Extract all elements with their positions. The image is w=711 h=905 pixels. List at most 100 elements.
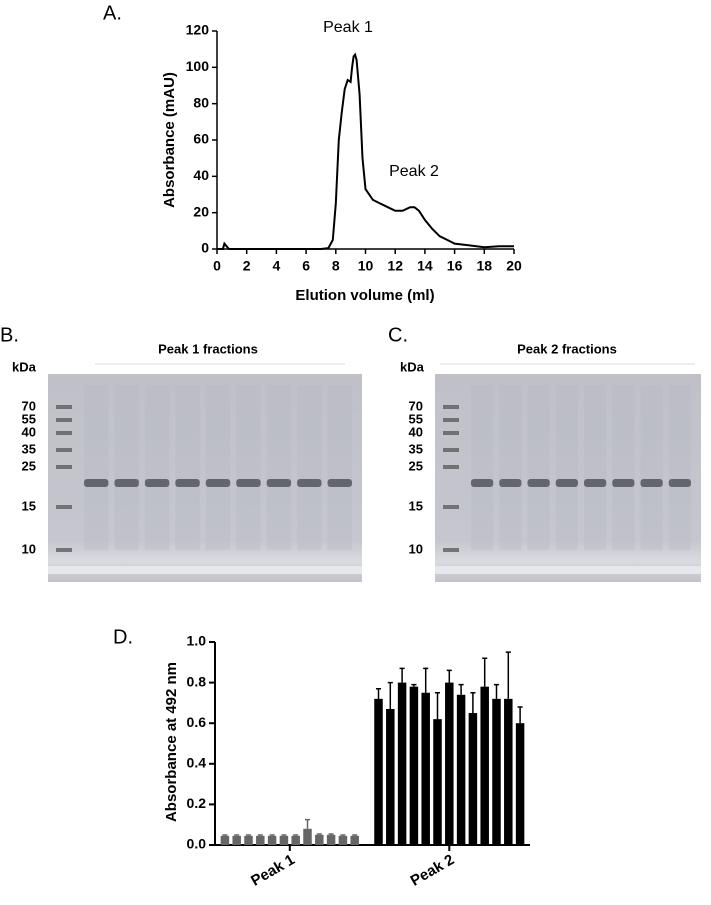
- lane: [612, 385, 635, 550]
- bar: [421, 692, 430, 845]
- error-bar: [316, 833, 322, 835]
- protein-band: [266, 479, 292, 487]
- x-axis-label: Elution volume (ml): [295, 287, 434, 304]
- dye-front: [435, 566, 701, 574]
- lane: [205, 385, 231, 550]
- y-axis-label: Absorbance at 492 nm: [163, 662, 180, 822]
- protein-band: [175, 479, 200, 487]
- y-tick-label: 0.6: [187, 714, 207, 730]
- error-bar: [269, 834, 275, 836]
- protein-band: [205, 479, 231, 487]
- marker-label: 40: [22, 424, 36, 439]
- marker-label: 15: [22, 498, 36, 513]
- protein-band: [499, 479, 522, 487]
- protein-band: [114, 479, 139, 487]
- bar: [480, 686, 489, 845]
- x-tick-label: 10: [358, 258, 374, 274]
- marker-label: 35: [409, 441, 423, 456]
- panel-label: C.: [388, 324, 408, 346]
- x-tick-label: Peak 2: [408, 851, 458, 889]
- y-tick-label: 0.2: [187, 795, 207, 811]
- ladder-band: [56, 548, 72, 552]
- error-bar: [328, 833, 334, 835]
- ladder-band: [56, 418, 72, 422]
- bar: [220, 835, 230, 845]
- error-bar: [375, 687, 382, 699]
- bar: [326, 834, 336, 845]
- ladder-band: [443, 405, 459, 409]
- y-axis-label: Absorbance (mAU): [161, 72, 178, 208]
- bar: [456, 694, 466, 845]
- ladder-band: [56, 405, 72, 409]
- lane: [471, 385, 494, 550]
- bar: [515, 723, 525, 845]
- y-tick-label: 100: [186, 58, 210, 74]
- lane: [297, 385, 322, 550]
- protein-band: [640, 479, 663, 487]
- bar: [232, 835, 241, 845]
- lane: [327, 385, 352, 550]
- bar: [386, 708, 395, 845]
- bar: [492, 698, 501, 845]
- y-tick-label: 80: [193, 94, 209, 110]
- gel-image: [435, 374, 701, 582]
- ladder-band: [56, 431, 72, 435]
- error-bar: [304, 818, 311, 829]
- marker-label: 10: [22, 541, 36, 556]
- marker-label: 40: [409, 424, 423, 439]
- error-bar: [423, 667, 429, 693]
- x-tick-label: 18: [477, 258, 493, 274]
- lane: [668, 385, 691, 550]
- unit-label: kDa: [12, 359, 37, 374]
- lane: [499, 385, 522, 550]
- y-tick-label: 120: [186, 22, 210, 38]
- protein-band: [555, 479, 578, 487]
- error-bar: [482, 657, 488, 687]
- marker-label: 55: [409, 411, 423, 426]
- panel-label: B.: [0, 324, 19, 346]
- x-tick-label: 8: [332, 258, 340, 274]
- y-tick-label: 0.4: [187, 755, 207, 771]
- error-bar: [245, 834, 252, 836]
- error-bar: [281, 834, 287, 836]
- x-tick-label: 4: [273, 258, 281, 274]
- bar: [315, 834, 324, 845]
- x-tick-label: 0: [213, 258, 221, 274]
- marker-label: 70: [22, 398, 36, 413]
- protein-band: [668, 479, 691, 487]
- marker-label: 55: [22, 411, 36, 426]
- error-bar: [446, 669, 452, 683]
- gel-title: Peak 1 fractions: [158, 341, 258, 356]
- marker-label: 25: [22, 458, 36, 473]
- marker-label: 10: [409, 541, 423, 556]
- error-bar: [234, 834, 240, 836]
- y-tick-label: 0.8: [187, 673, 207, 689]
- error-bar: [411, 683, 417, 687]
- protein-band: [584, 479, 607, 487]
- ladder-band: [56, 465, 72, 469]
- error-bar: [434, 692, 441, 720]
- bar: [409, 686, 419, 845]
- error-bar: [458, 683, 464, 695]
- annotation: Peak 2: [389, 163, 439, 180]
- x-tick-label: 6: [302, 258, 310, 274]
- x-tick-label: 16: [447, 258, 463, 274]
- error-bar: [399, 667, 405, 683]
- data-line: [217, 52, 514, 250]
- lane: [584, 385, 607, 550]
- bar: [267, 835, 277, 845]
- error-bar: [293, 834, 299, 836]
- x-tick-label: 2: [243, 258, 251, 274]
- error-bar: [352, 834, 358, 836]
- ladder-band: [443, 418, 459, 422]
- protein-band: [327, 479, 352, 487]
- bar: [279, 835, 289, 845]
- protein-band: [236, 479, 261, 487]
- lane: [175, 385, 200, 550]
- lane: [640, 385, 663, 550]
- bar: [504, 698, 513, 845]
- protein-band: [297, 479, 322, 487]
- y-tick-label: 1.0: [187, 633, 207, 649]
- bar: [303, 828, 312, 845]
